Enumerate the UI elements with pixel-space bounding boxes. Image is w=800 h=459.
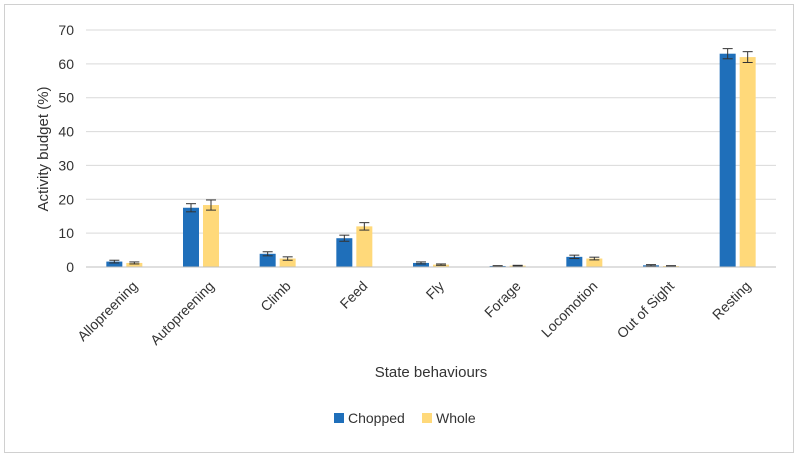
x-tick-label: Out of Sight — [614, 278, 678, 342]
error-bar — [186, 203, 196, 213]
y-tick-label: 40 — [58, 124, 74, 140]
error-bar — [416, 261, 426, 265]
y-axis-title: Activity budget (%) — [35, 86, 52, 211]
bars — [106, 48, 756, 268]
x-tick-label: Feed — [337, 278, 371, 312]
bar-chopped — [183, 207, 199, 267]
legend-swatch — [422, 413, 432, 423]
bar-chopped — [413, 262, 429, 267]
bar-whole — [356, 226, 373, 267]
gridlines — [86, 29, 776, 234]
error-bar — [206, 199, 216, 211]
legend-label: Chopped — [348, 410, 405, 426]
x-axis-ticks: Allopreening Autopreening Climb Feed Fly Fora… — [74, 278, 754, 348]
error-bar — [109, 259, 120, 264]
bar-chopped — [719, 53, 736, 268]
y-tick-label: 20 — [58, 191, 74, 207]
chart-frame — [4, 4, 794, 453]
bar-chopped — [566, 256, 583, 267]
error-bar — [282, 256, 293, 261]
x-tick-label: Allopreening — [74, 278, 140, 344]
bar-chopped — [336, 238, 353, 267]
bar-chopped — [259, 253, 276, 267]
error-bar — [569, 254, 580, 260]
legend-swatch — [334, 413, 344, 423]
y-tick-label: 30 — [58, 157, 74, 173]
legend: Chopped Whole — [334, 410, 476, 426]
x-tick-label: Locomotion — [538, 278, 601, 341]
bar-whole — [203, 205, 219, 267]
error-bar — [262, 251, 273, 257]
y-tick-label: 50 — [58, 90, 74, 106]
error-bar — [722, 48, 733, 60]
x-tick-label: Forage — [481, 278, 524, 321]
bar-whole — [739, 57, 756, 268]
legend-label: Whole — [436, 410, 476, 426]
error-bar — [742, 51, 753, 64]
legend-item: Chopped — [334, 410, 405, 426]
bar-whole — [433, 264, 449, 267]
error-bar — [129, 261, 140, 265]
bar-whole — [126, 262, 143, 267]
x-tick-label: Climb — [257, 278, 294, 315]
x-tick-label: Autopreening — [147, 278, 217, 348]
error-bar — [339, 234, 350, 242]
y-tick-label: 10 — [58, 225, 74, 241]
error-bar — [666, 265, 676, 267]
error-bar — [646, 264, 656, 267]
bar-whole — [279, 258, 296, 267]
error-bar — [589, 256, 600, 261]
legend-item: Whole — [422, 410, 476, 426]
x-tick-label: Fly — [423, 278, 448, 303]
y-tick-label: 70 — [58, 22, 74, 38]
y-axis-ticks: 0 10 20 30 40 50 60 70 — [58, 22, 74, 275]
error-bar — [359, 222, 370, 231]
x-tick-label: Resting — [709, 278, 754, 323]
error-bar — [492, 265, 503, 267]
error-bar — [436, 263, 446, 266]
y-tick-label: 0 — [66, 259, 74, 275]
bar-whole — [586, 258, 603, 267]
y-tick-label: 60 — [58, 56, 74, 72]
x-axis-title: State behaviours — [375, 364, 488, 381]
error-bar — [512, 264, 523, 267]
bar-chopped — [106, 261, 123, 267]
